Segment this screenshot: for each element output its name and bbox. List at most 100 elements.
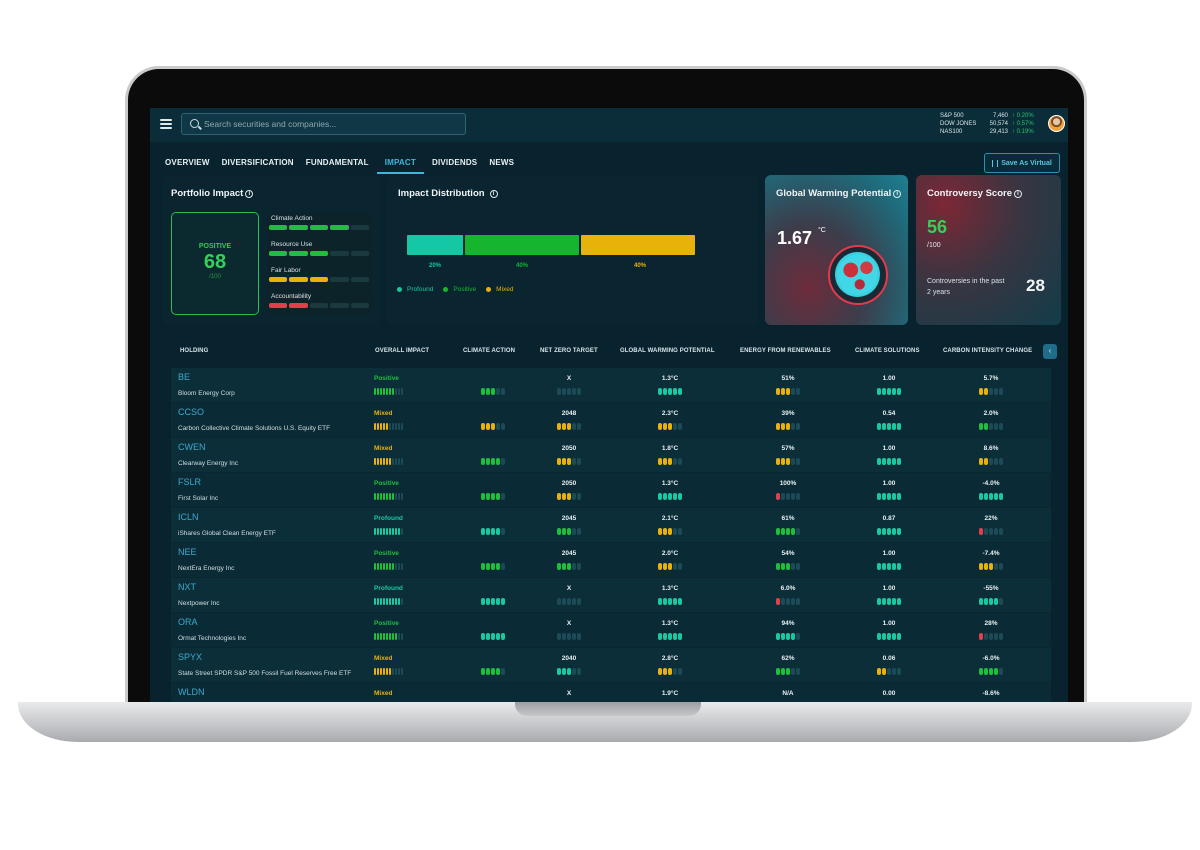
rating-dots bbox=[657, 388, 683, 395]
rating-dot bbox=[561, 527, 566, 535]
rating-dots bbox=[657, 632, 683, 640]
rating-dot bbox=[891, 388, 896, 395]
overall-pip bbox=[398, 388, 400, 395]
rating-dots bbox=[876, 388, 902, 395]
table-row[interactable]: SPYX State Street SPDR S&P 500 Fossil Fue… bbox=[171, 647, 1051, 683]
holding-symbol[interactable]: FSLR bbox=[178, 476, 202, 487]
overall-pip bbox=[389, 492, 391, 500]
save-as-virtual-button[interactable]: Save As Virtual bbox=[984, 153, 1060, 173]
tab-impact[interactable]: IMPACT bbox=[376, 158, 424, 174]
rating-dot bbox=[891, 562, 896, 570]
controversy-count: 28 bbox=[1026, 276, 1045, 295]
table-row[interactable]: CWEN Clearway Energy Inc Mixed 2050 1.8°C 57%… bbox=[171, 437, 1051, 473]
impact-bar-segment bbox=[309, 277, 329, 282]
rating-dot bbox=[790, 562, 795, 570]
rating-dot bbox=[790, 388, 795, 395]
rating-dot bbox=[790, 457, 795, 465]
holding-symbol[interactable]: SPYX bbox=[178, 651, 203, 662]
rating-dot bbox=[795, 632, 800, 640]
scroll-left-button[interactable]: ‹ bbox=[1043, 344, 1057, 359]
holding-symbol[interactable]: CWEN bbox=[178, 441, 206, 452]
rating-dot bbox=[566, 632, 571, 640]
rating-dot bbox=[993, 562, 998, 570]
rating-dot bbox=[561, 388, 566, 395]
table-row[interactable]: FSLR First Solar Inc Positive 2050 1.3°C 100%… bbox=[171, 472, 1051, 508]
holding-symbol[interactable]: CCSO bbox=[178, 406, 205, 417]
holding-symbol[interactable]: NXT bbox=[178, 581, 196, 592]
rating-dot bbox=[886, 388, 891, 395]
rating-dot bbox=[881, 457, 886, 465]
holding-name: Bloom Energy Corp bbox=[178, 390, 235, 397]
impact-bar-segment bbox=[350, 277, 370, 282]
holding-symbol[interactable]: BE bbox=[178, 372, 191, 382]
impact-bar-segment bbox=[309, 303, 329, 308]
rating-dot bbox=[672, 632, 677, 640]
impact-category-name: Accountability bbox=[271, 293, 312, 300]
energy-from-renewables: 94% bbox=[781, 619, 795, 627]
table-row[interactable]: NEE NextEra Energy Inc Positive 2045 2.0°C 54… bbox=[171, 542, 1051, 578]
overall-impact: Mixed bbox=[374, 689, 393, 697]
rating-dot bbox=[983, 492, 988, 500]
net-zero-target: X bbox=[566, 619, 572, 627]
table-row[interactable]: NXT Nextpower Inc Profound X 1.3°C 6.0% 1.00 -5… bbox=[171, 577, 1051, 613]
impact-category-name: Fair Labor bbox=[271, 267, 301, 274]
table-row[interactable]: WLDNWilldan Group IncMixedX1.9°CN/A0.00-… bbox=[171, 682, 1051, 702]
overall-pip bbox=[380, 492, 382, 500]
global-warming-potential: 1.9°C bbox=[661, 689, 679, 697]
legend-label: Profound bbox=[407, 286, 434, 293]
info-icon[interactable]: i bbox=[489, 189, 498, 198]
rating-dot bbox=[780, 492, 785, 500]
info-icon[interactable]: i bbox=[245, 189, 254, 198]
rating-dot bbox=[775, 667, 780, 675]
menu-icon[interactable] bbox=[160, 119, 172, 129]
tab-overview[interactable]: OVERVIEW bbox=[165, 158, 210, 167]
overall-pip bbox=[383, 388, 385, 395]
search-input[interactable] bbox=[204, 114, 462, 134]
overall-pip bbox=[389, 457, 391, 465]
holding-symbol[interactable]: ICLN bbox=[178, 511, 199, 522]
info-icon[interactable]: i bbox=[1014, 189, 1023, 198]
tab-dividends[interactable]: DIVIDENDS bbox=[431, 158, 478, 167]
rating-dots bbox=[775, 632, 801, 640]
tab-fundamental[interactable]: FUNDAMENTAL bbox=[305, 158, 369, 167]
tab-news[interactable]: NEWS bbox=[489, 158, 515, 167]
info-icon[interactable]: i bbox=[893, 189, 902, 198]
holding-name: NextEra Energy Inc bbox=[178, 564, 235, 572]
rating-dot bbox=[571, 667, 576, 675]
overall-pip bbox=[377, 667, 379, 675]
search-box[interactable] bbox=[181, 113, 466, 135]
holdings-table: BE Bloom Energy Corp Positive X 1.3°C 51% 1.00… bbox=[171, 368, 1051, 702]
rating-dot bbox=[667, 667, 672, 675]
table-row[interactable]: ICLN iShares Global Clean Energy ETF Profo… bbox=[171, 507, 1051, 543]
rating-dot bbox=[561, 667, 566, 675]
table-row[interactable]: ORA Ormat Technologies Inc Positive X 1.3°C 9… bbox=[171, 612, 1051, 648]
impact-bar-segment bbox=[330, 225, 349, 230]
rating-dots bbox=[480, 422, 506, 430]
rating-dot bbox=[988, 562, 993, 570]
rating-dot bbox=[495, 422, 500, 430]
save-as-virtual-label: Save As Virtual bbox=[1001, 159, 1052, 167]
rating-dot bbox=[795, 597, 800, 605]
table-row[interactable]: CCSO Carbon Collective Climate Solutions … bbox=[171, 402, 1051, 438]
rating-dots bbox=[657, 667, 683, 675]
rating-dots bbox=[775, 457, 801, 465]
climate-solutions: 1.00 bbox=[882, 444, 896, 452]
holding-symbol[interactable]: NEE bbox=[178, 546, 197, 557]
holding-symbol[interactable]: WLDN bbox=[178, 686, 205, 697]
holding-symbol[interactable]: ORA bbox=[178, 616, 198, 627]
rating-dot bbox=[780, 527, 785, 535]
column-header: HOLDING bbox=[180, 348, 209, 354]
rating-dot bbox=[561, 562, 566, 570]
rating-dot bbox=[657, 422, 662, 430]
rating-dot bbox=[500, 667, 505, 675]
rating-dot bbox=[571, 527, 576, 535]
rating-dot bbox=[485, 388, 490, 395]
avatar[interactable] bbox=[1048, 115, 1065, 132]
table-row[interactable]: BE Bloom Energy Corp Positive X 1.3°C 51% 1.00… bbox=[171, 368, 1051, 403]
energy-from-renewables: 51% bbox=[781, 375, 795, 382]
rating-dot bbox=[667, 527, 672, 535]
distribution-bar bbox=[407, 235, 697, 255]
overall-pip bbox=[374, 422, 376, 430]
tab-diversification[interactable]: DIVERSIFICATION bbox=[221, 158, 294, 167]
rating-dot bbox=[480, 667, 485, 675]
